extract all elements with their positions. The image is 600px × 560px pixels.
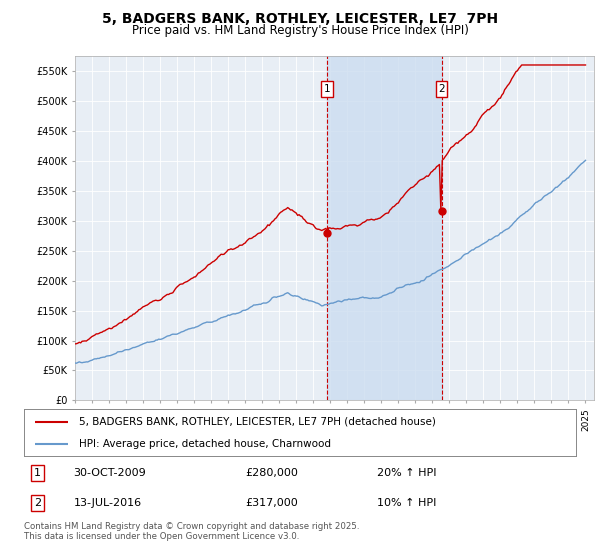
Text: £317,000: £317,000 bbox=[245, 498, 298, 508]
Text: 1: 1 bbox=[34, 468, 41, 478]
Text: 30-OCT-2009: 30-OCT-2009 bbox=[74, 468, 146, 478]
Text: 1: 1 bbox=[324, 84, 331, 94]
Text: £280,000: £280,000 bbox=[245, 468, 298, 478]
Text: 10% ↑ HPI: 10% ↑ HPI bbox=[377, 498, 437, 508]
Text: Contains HM Land Registry data © Crown copyright and database right 2025.
This d: Contains HM Land Registry data © Crown c… bbox=[24, 522, 359, 542]
Text: Price paid vs. HM Land Registry's House Price Index (HPI): Price paid vs. HM Land Registry's House … bbox=[131, 24, 469, 37]
Text: 2: 2 bbox=[438, 84, 445, 94]
Bar bbox=[328, 56, 442, 400]
Text: 2: 2 bbox=[34, 498, 41, 508]
Text: 5, BADGERS BANK, ROTHLEY, LEICESTER, LE7 7PH (detached house): 5, BADGERS BANK, ROTHLEY, LEICESTER, LE7… bbox=[79, 417, 436, 427]
Text: 5, BADGERS BANK, ROTHLEY, LEICESTER, LE7  7PH: 5, BADGERS BANK, ROTHLEY, LEICESTER, LE7… bbox=[102, 12, 498, 26]
Text: 13-JUL-2016: 13-JUL-2016 bbox=[74, 498, 142, 508]
Text: 20% ↑ HPI: 20% ↑ HPI bbox=[377, 468, 437, 478]
Text: HPI: Average price, detached house, Charnwood: HPI: Average price, detached house, Char… bbox=[79, 438, 331, 449]
